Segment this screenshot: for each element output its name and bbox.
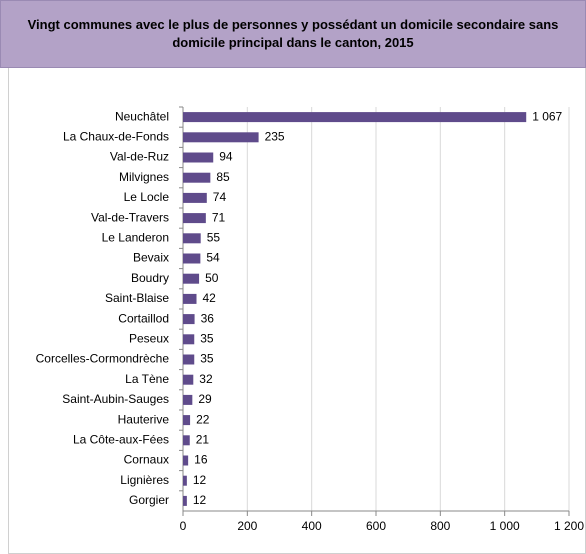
data-label: 12 (193, 473, 207, 487)
y-tick-label: Le Locle (124, 190, 170, 204)
bar (183, 354, 195, 365)
y-tick-label: Lignières (120, 473, 169, 487)
data-label: 32 (199, 372, 213, 386)
y-tick-label: Neuchâtel (115, 109, 169, 123)
x-tick-label: 1 200 (554, 519, 584, 533)
bar (183, 273, 200, 284)
y-tick-label: Cornaux (124, 453, 169, 467)
data-label: 55 (207, 230, 221, 244)
bar (183, 374, 194, 385)
bar (183, 455, 189, 466)
bar (183, 253, 201, 264)
y-tick-label: Val-de-Ruz (110, 150, 169, 164)
y-tick-label: Hauterive (118, 412, 170, 426)
bar (183, 495, 187, 506)
y-tick-label: Boudry (131, 271, 169, 285)
y-tick-label: Saint-Aubin-Sauges (62, 392, 169, 406)
bar (183, 233, 201, 244)
y-tick-label: Peseux (129, 331, 169, 345)
chart-title: Vingt communes avec le plus de personnes… (27, 17, 559, 50)
data-label: 71 (212, 210, 226, 224)
x-tick-label: 1 000 (490, 519, 520, 533)
y-tick-label: La Chaux-de-Fonds (63, 129, 169, 143)
y-tick-label: Corcelles-Cormondrèche (36, 352, 170, 366)
bar (183, 192, 207, 203)
x-tick-label: 800 (430, 519, 450, 533)
bar (183, 172, 211, 183)
data-label: 50 (205, 271, 219, 285)
bar (183, 394, 193, 405)
data-label: 29 (198, 392, 212, 406)
data-label: 94 (219, 150, 233, 164)
y-tick-label: Cortaillod (118, 311, 169, 325)
bar (183, 415, 191, 426)
bar (183, 435, 190, 446)
data-label: 35 (200, 331, 214, 345)
data-label: 21 (196, 432, 210, 446)
data-label: 85 (216, 170, 230, 184)
y-tick-label: Val-de-Travers (91, 210, 169, 224)
data-label: 235 (265, 129, 285, 143)
title-band: Vingt communes avec le plus de personnes… (0, 0, 586, 68)
data-label: 22 (196, 412, 210, 426)
data-label: 42 (203, 291, 217, 305)
data-label: 12 (193, 493, 207, 507)
x-tick-label: 200 (237, 519, 257, 533)
data-label: 36 (201, 311, 215, 325)
bar (183, 334, 195, 345)
bar (183, 213, 206, 224)
x-tick-label: 400 (302, 519, 322, 533)
y-tick-label: La Côte-aux-Fées (73, 432, 169, 446)
data-label: 35 (200, 352, 214, 366)
y-tick-label: Bevaix (133, 251, 169, 265)
y-tick-label: La Tène (125, 372, 169, 386)
y-tick-label: Saint-Blaise (105, 291, 169, 305)
y-tick-label: Milvignes (119, 170, 169, 184)
x-tick-label: 600 (366, 519, 386, 533)
y-tick-label: Le Landeron (102, 230, 169, 244)
data-label: 16 (194, 453, 208, 467)
x-tick-label: 0 (180, 519, 187, 533)
bar (183, 314, 195, 325)
data-label: 54 (206, 251, 220, 265)
bar (183, 293, 197, 304)
y-tick-label: Gorgier (129, 493, 169, 507)
data-label: 74 (213, 190, 227, 204)
bar (183, 152, 214, 163)
bar (183, 132, 259, 143)
data-label: 1 067 (532, 109, 562, 123)
bar (183, 475, 187, 486)
bar (183, 112, 527, 123)
